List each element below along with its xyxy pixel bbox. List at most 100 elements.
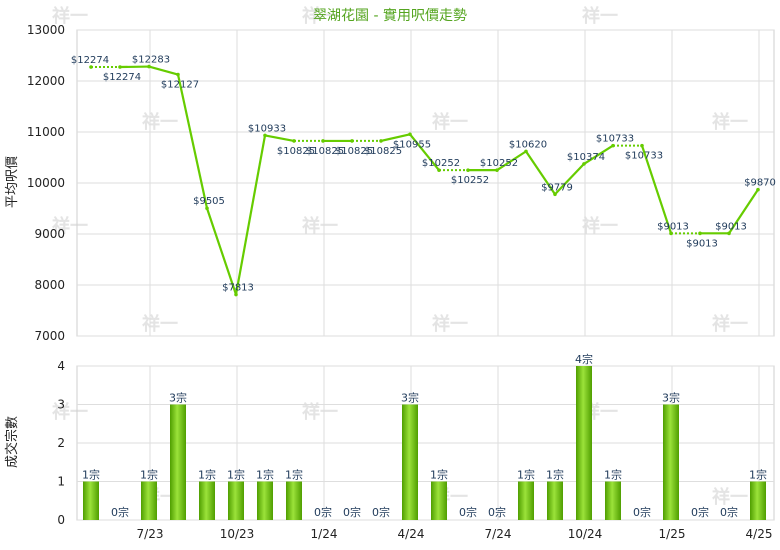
price-point (89, 65, 93, 69)
watermark-text: 祥一 (52, 401, 88, 423)
volume-data-label: 0宗 (372, 505, 390, 519)
price-line-segment (640, 145, 673, 234)
price-data-label: $9013 (657, 221, 689, 232)
volume-data-label: 3宗 (662, 391, 680, 405)
price-line-segment (583, 144, 614, 165)
volume-data-label: 1宗 (82, 468, 100, 482)
volume-x-tick-label: 4/25 (746, 527, 773, 541)
volume-data-label: 1宗 (517, 468, 535, 482)
price-y-axis-label: 平均呎價 (5, 156, 20, 208)
price-y-tick-label: 12000 (27, 74, 65, 88)
price-data-label: $9870 (744, 178, 776, 189)
price-point (350, 139, 354, 143)
volume-y-tick-label: 0 (57, 513, 65, 527)
volume-data-label: 1宗 (227, 468, 245, 482)
price-data-label: $9013 (686, 238, 718, 249)
price-line-segment (176, 74, 209, 209)
watermark-text: 祥一 (712, 313, 748, 335)
price-point (611, 143, 615, 148)
price-point (727, 231, 731, 236)
volume-x-tick-label: 1/24 (311, 527, 338, 541)
volume-bar (605, 481, 621, 520)
price-data-label: $12127 (161, 80, 199, 91)
volume-bar (141, 481, 157, 520)
volume-data-label: 3宗 (401, 391, 419, 405)
watermark-text: 祥一 (302, 215, 338, 237)
watermark-text: 祥一 (302, 5, 338, 27)
volume-data-label: 4宗 (575, 352, 593, 366)
volume-data-label: 0宗 (314, 505, 332, 519)
price-point (147, 64, 151, 69)
volume-data-label: 0宗 (633, 505, 651, 519)
price-data-label: $10825 (335, 146, 373, 157)
price-point (292, 139, 296, 143)
volume-bar (286, 481, 302, 520)
price-line-series (89, 64, 760, 297)
price-data-label: $10252 (422, 158, 460, 169)
price-data-label: $10252 (480, 158, 518, 169)
volume-bar (228, 481, 244, 520)
watermark-text: 祥一 (712, 111, 748, 133)
volume-data-label: 1宗 (749, 468, 767, 482)
price-data-label: $10933 (248, 123, 286, 134)
volume-bar (431, 481, 447, 520)
volume-x-ticks: 7/23 10/23 1/24 4/24 7/24 10/24 1/25 4/25 (137, 527, 773, 541)
watermark-text: 祥一 (432, 111, 468, 133)
watermark-text: 祥一 (52, 5, 88, 27)
price-line-segment (380, 133, 411, 142)
price-line-segment (525, 150, 556, 195)
price-data-label: $10620 (509, 139, 547, 150)
price-point (234, 292, 238, 297)
watermark-text: 祥一 (432, 313, 468, 335)
watermark-text: 祥一 (712, 486, 748, 508)
volume-y-tick-label: 4 (57, 359, 65, 373)
price-point (698, 231, 702, 236)
volume-y-axis-label: 成交宗數 (4, 416, 20, 468)
price-data-label: $7813 (222, 283, 254, 294)
volume-bars (83, 366, 766, 520)
price-line-segment (234, 135, 267, 295)
volume-data-label: 0宗 (691, 505, 709, 519)
price-line-segment (554, 163, 585, 196)
price-data-label: $9779 (541, 182, 573, 193)
price-data-label: $10252 (451, 175, 489, 186)
volume-data-label: 1宗 (604, 468, 622, 482)
volume-data-labels: 1宗 0宗 1宗 3宗 1宗 1宗 1宗 1宗 0宗 0宗 0宗 3宗 1宗 0宗 0宗 1宗 1宗 4宗 1宗 0宗… (82, 352, 767, 519)
price-point (408, 132, 412, 137)
price-point (756, 187, 760, 192)
price-data-label: $12283 (132, 55, 170, 66)
watermark-text: 祥一 (142, 111, 178, 133)
volume-y-tick-label: 1 (57, 475, 65, 489)
price-data-labels: $12274 $12274 $12283 $12127 $9505 $7813 $10933… (71, 55, 776, 294)
volume-y-tick-label: 2 (57, 436, 65, 450)
volume-x-tick-label: 10/24 (568, 527, 603, 541)
price-line-segment (409, 133, 440, 171)
volume-data-label: 0宗 (720, 505, 738, 519)
price-data-label: $9013 (715, 221, 747, 232)
watermark-text: 祥一 (582, 5, 618, 27)
price-point (553, 192, 557, 197)
volume-x-tick-label: 4/24 (398, 527, 425, 541)
price-data-label: $10374 (567, 152, 605, 163)
volume-bar (83, 481, 99, 520)
volume-data-label: 3宗 (169, 391, 187, 405)
watermark-text: 祥一 (582, 215, 618, 237)
volume-data-label: 0宗 (488, 505, 506, 519)
volume-data-label: 1宗 (546, 468, 564, 482)
volume-bar (518, 481, 534, 520)
volume-bar (663, 404, 679, 520)
price-y-tick-label: 8000 (34, 278, 65, 292)
price-point (669, 231, 673, 236)
price-data-label: $10733 (625, 151, 663, 162)
volume-bar (750, 481, 766, 520)
price-point (321, 139, 325, 143)
volume-x-tick-label: 10/23 (220, 527, 255, 541)
volume-data-label: 1宗 (285, 468, 303, 482)
price-y-tick-label: 11000 (27, 125, 65, 139)
volume-data-label: 0宗 (343, 505, 361, 519)
price-point (176, 72, 180, 77)
price-data-label: $9505 (193, 196, 225, 207)
volume-data-label: 1宗 (198, 468, 216, 482)
price-line-segment (496, 150, 527, 172)
price-point (263, 133, 267, 138)
